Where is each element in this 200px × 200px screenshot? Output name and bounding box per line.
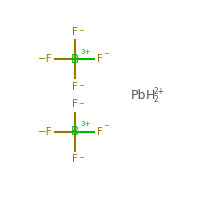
Text: 2: 2 <box>153 95 158 104</box>
Text: 3+: 3+ <box>80 49 91 55</box>
Text: H: H <box>146 89 155 102</box>
Text: −: − <box>78 155 84 161</box>
Text: F: F <box>72 99 78 109</box>
Text: F: F <box>97 127 103 137</box>
Text: B: B <box>71 125 79 138</box>
Text: −F: −F <box>38 54 52 64</box>
Text: −F: −F <box>38 127 52 137</box>
Text: −: − <box>103 123 109 129</box>
Text: 2+: 2+ <box>153 87 164 96</box>
Text: −: − <box>78 83 84 89</box>
Text: −: − <box>103 51 109 57</box>
Text: −: − <box>78 28 84 34</box>
Text: F: F <box>72 154 78 164</box>
Text: F: F <box>97 54 103 64</box>
Text: B: B <box>71 53 79 66</box>
Text: −: − <box>78 101 84 107</box>
Text: 3+: 3+ <box>80 121 91 127</box>
Text: Pb: Pb <box>130 89 146 102</box>
Text: F: F <box>72 82 78 92</box>
Text: F: F <box>72 27 78 37</box>
